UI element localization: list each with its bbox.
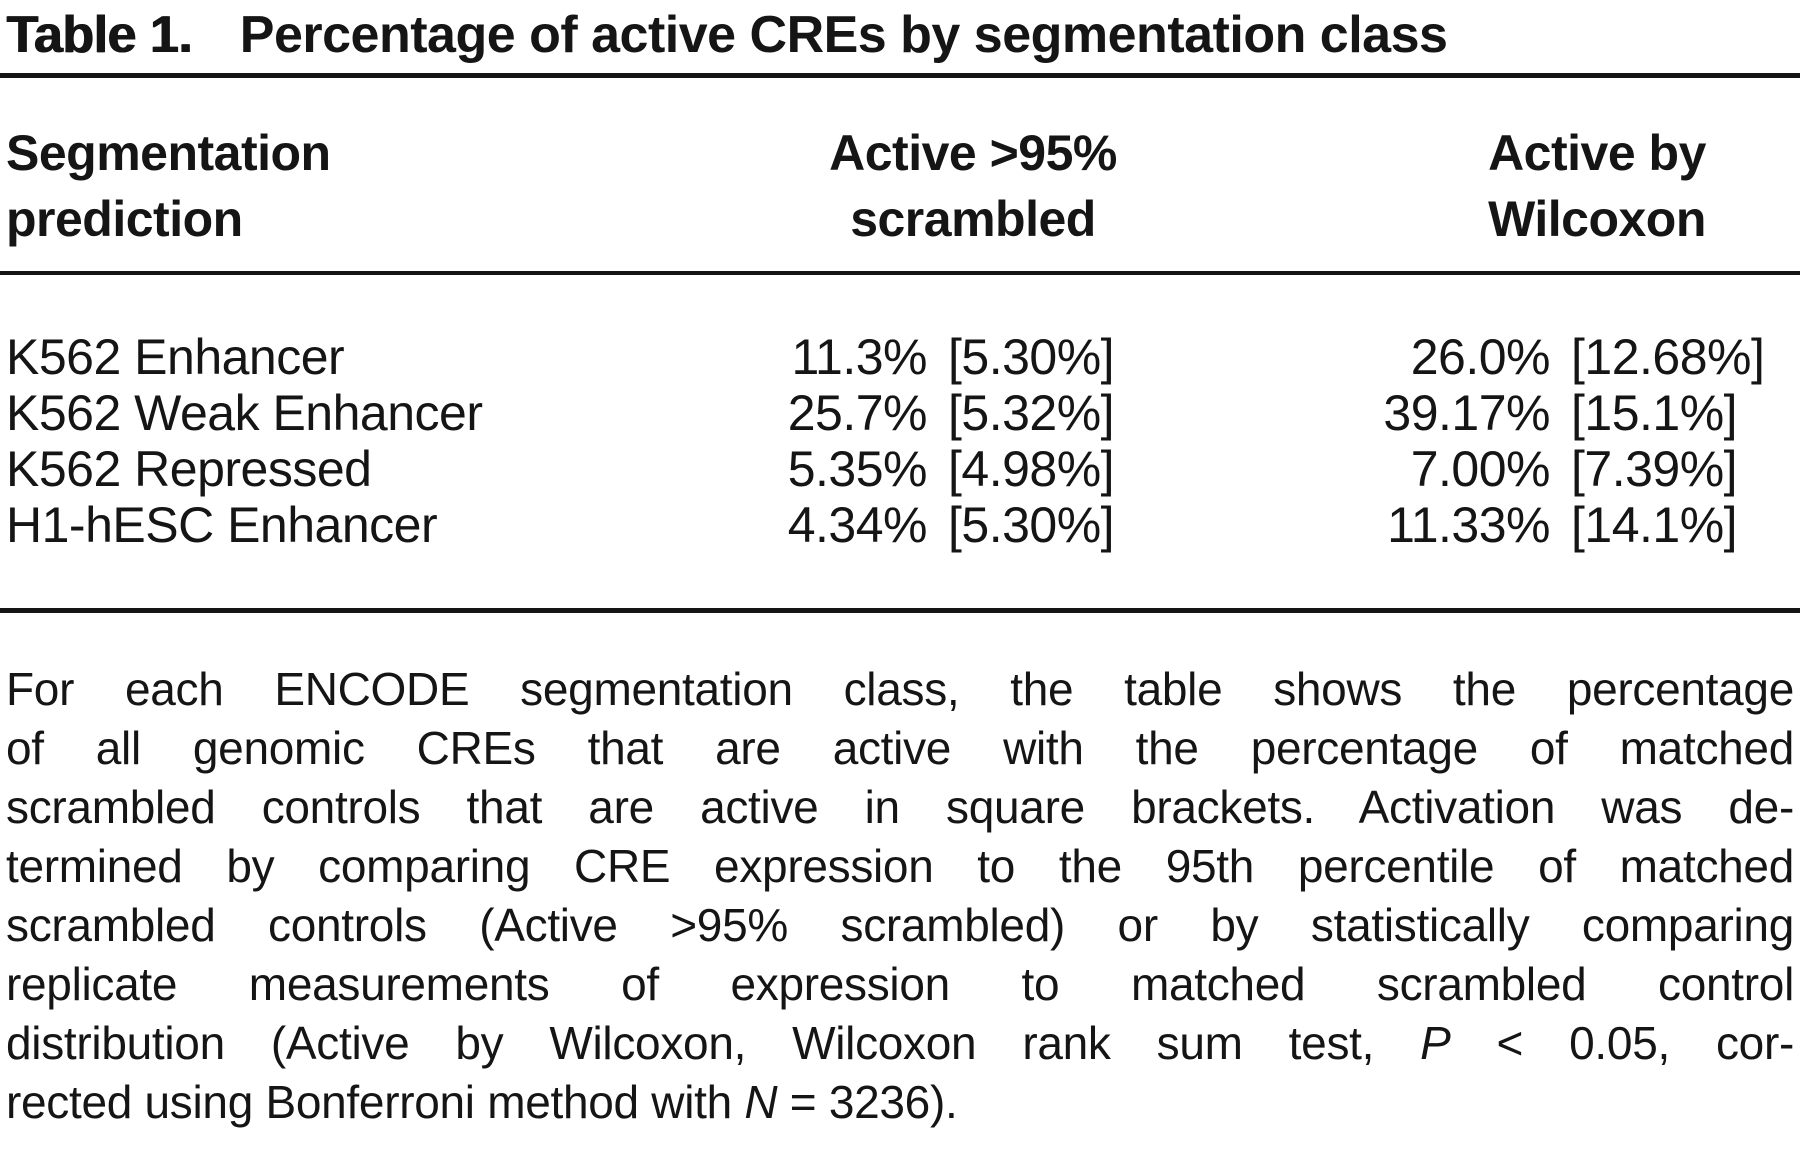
footnote-line: For each ENCODE segmentation class, the …	[6, 660, 1794, 719]
wilcoxon-control-value: [7.39%]	[1571, 441, 1738, 497]
footnote-text-segment: termined by comparing CRE expression to …	[6, 840, 1794, 892]
header-active-scrambled: Active >95% scrambled	[638, 120, 1308, 252]
table-row: K562 Enhancer 11.3% [5.30%] 26.0% [12.68…	[6, 329, 1794, 385]
cell-gap	[1550, 497, 1571, 553]
header-line: Active by	[1488, 125, 1706, 181]
scrambled-value: 5.35%	[787, 441, 928, 497]
footnote-text-segment: scrambled controls (Active >95% scramble…	[6, 899, 1794, 951]
cell-gap	[927, 441, 948, 497]
footnote-text-segment: For each ENCODE segmentation class, the …	[6, 663, 1794, 715]
table-header-row: Segmentation prediction Active >95% scra…	[0, 120, 1800, 252]
footnote-text-segment: < 0.05, cor-	[1450, 1017, 1794, 1069]
row-label: K562 Enhancer	[6, 329, 345, 385]
cell-gap	[1550, 385, 1571, 441]
header-segmentation-prediction: Segmentation prediction	[6, 120, 638, 252]
footnote-text-segment: rected using Bonferroni method with	[6, 1076, 745, 1128]
cell-gap	[1550, 441, 1571, 497]
footnote-italic-segment: N	[744, 1076, 778, 1128]
table-row: H1-hESC Enhancer 4.34% [5.30%] 11.33% [1…	[6, 497, 1794, 553]
header-active-wilcoxon: Active by Wilcoxon	[1396, 120, 1798, 252]
footnote-line: replicate measurements of expression to …	[6, 955, 1794, 1014]
cell-gap	[927, 385, 948, 441]
table-body: K562 Enhancer 11.3% [5.30%] 26.0% [12.68…	[0, 329, 1800, 553]
scrambled-control-value: [4.98%]	[948, 441, 1115, 497]
scrambled-value: 4.34%	[787, 497, 928, 553]
cell-gap	[1550, 329, 1571, 385]
top-rule	[0, 73, 1800, 78]
row-label: K562 Repressed	[6, 441, 372, 497]
footnote-line: scrambled controls (Active >95% scramble…	[6, 896, 1794, 955]
header-line: Wilcoxon	[1488, 191, 1706, 247]
wilcoxon-value: 39.17%	[1383, 385, 1550, 441]
wilcoxon-control-value: [14.1%]	[1571, 497, 1738, 553]
table-title-text: Percentage of active CREs by segmentatio…	[239, 6, 1448, 64]
row-label: K562 Weak Enhancer	[6, 385, 483, 441]
scrambled-control-value: [5.30%]	[948, 497, 1115, 553]
cell-gap	[927, 497, 948, 553]
footnote-line: termined by comparing CRE expression to …	[6, 837, 1794, 896]
footnote-text-segment: = 3236).	[777, 1076, 958, 1128]
header-line: Active >95%	[829, 125, 1117, 181]
wilcoxon-control-value: [12.68%]	[1571, 329, 1765, 385]
table-title: Table 1. Percentage of active CREs by seg…	[0, 6, 1800, 64]
row-label: H1-hESC Enhancer	[6, 497, 438, 553]
scrambled-control-value: [5.30%]	[948, 329, 1115, 385]
footnote-text-segment: of all genomic CREs that are active with…	[6, 722, 1794, 774]
header-line: prediction	[6, 191, 243, 247]
scrambled-value: 11.3%	[791, 329, 927, 385]
footnote-text-segment: replicate measurements of expression to …	[6, 958, 1794, 1010]
footnote-line: of all genomic CREs that are active with…	[6, 719, 1794, 778]
footnote: For each ENCODE segmentation class, the …	[0, 660, 1800, 1132]
table-row: K562 Weak Enhancer 25.7% [5.32%] 39.17% …	[6, 385, 1794, 441]
footnote-text-segment: distribution (Active by Wilcoxon, Wilcox…	[6, 1017, 1421, 1069]
table-row: K562 Repressed 5.35% [4.98%] 7.00% [7.39…	[6, 441, 1794, 497]
header-spacer	[1308, 120, 1396, 252]
header-rule	[0, 271, 1800, 275]
header-line: Segmentation	[6, 125, 331, 181]
scrambled-control-value: [5.32%]	[948, 385, 1115, 441]
footnote-line: scrambled controls that are active in sq…	[6, 778, 1794, 837]
scrambled-value: 25.7%	[787, 385, 928, 441]
wilcoxon-value: 11.33%	[1387, 497, 1550, 553]
footnote-italic-segment: P	[1420, 1017, 1451, 1069]
wilcoxon-value: 26.0%	[1410, 329, 1551, 385]
header-line: scrambled	[850, 191, 1096, 247]
paper-table-figure: { "title": { "label": "Table 1.", "text"…	[0, 6, 1800, 1174]
footnote-line: rected using Bonferroni method with N = …	[6, 1073, 1794, 1132]
wilcoxon-control-value: [15.1%]	[1571, 385, 1738, 441]
bottom-rule	[0, 608, 1800, 613]
footnote-line: distribution (Active by Wilcoxon, Wilcox…	[6, 1014, 1794, 1073]
footnote-text-segment: scrambled controls that are active in sq…	[6, 781, 1794, 833]
cell-gap	[927, 329, 948, 385]
table-number-label: Table 1.	[6, 6, 192, 64]
wilcoxon-value: 7.00%	[1410, 441, 1551, 497]
